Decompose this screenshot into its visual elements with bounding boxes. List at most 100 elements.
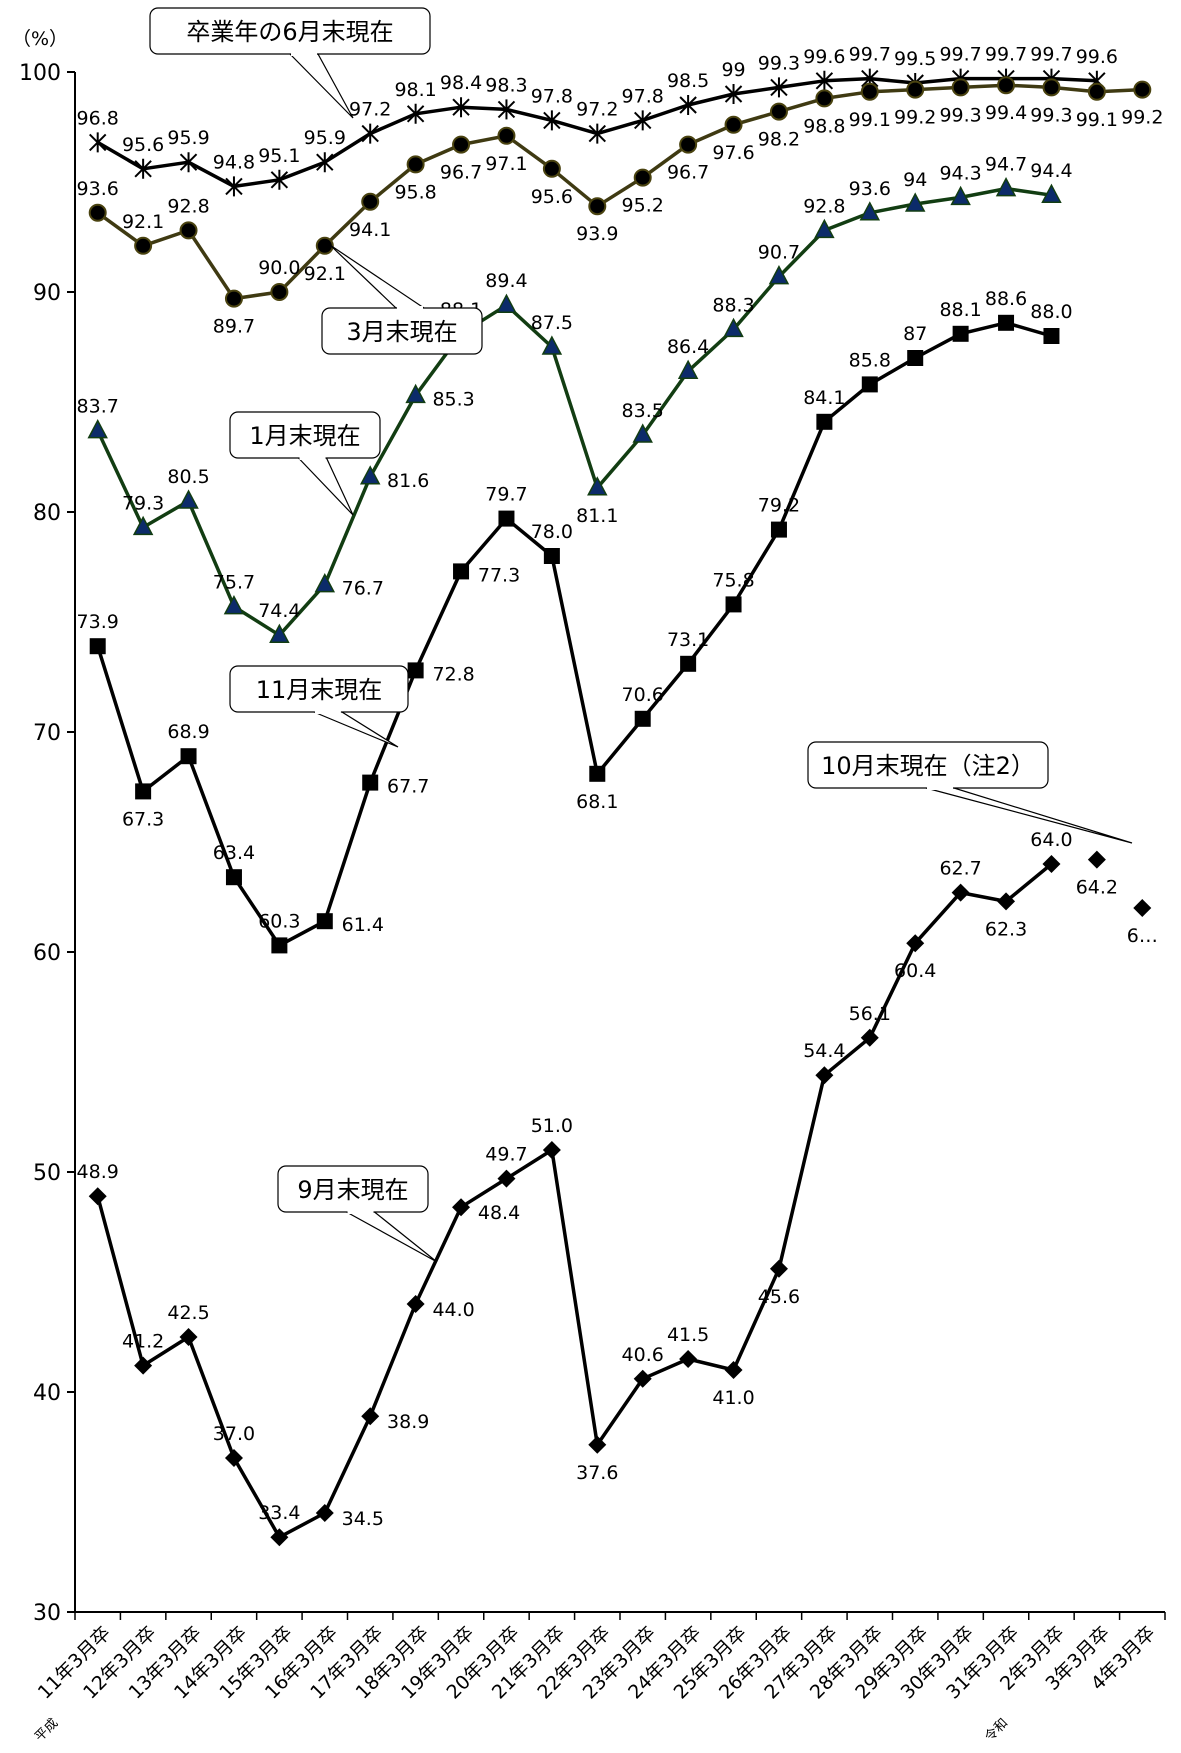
data-label: 96.7 bbox=[440, 162, 482, 184]
diamond-marker bbox=[769, 1259, 788, 1278]
square-marker bbox=[816, 413, 833, 430]
series-2 bbox=[87, 176, 1062, 643]
data-label: 68.1 bbox=[576, 791, 618, 813]
square-marker bbox=[634, 710, 651, 727]
callout-join bbox=[314, 710, 341, 714]
diamond-marker bbox=[1042, 855, 1061, 873]
data-label: 62.3 bbox=[985, 918, 1027, 940]
data-label: 34.5 bbox=[342, 1508, 384, 1530]
diamond-marker bbox=[497, 1169, 516, 1188]
callout-box bbox=[149, 7, 431, 55]
callout-label: 9月末現在 bbox=[297, 1176, 408, 1204]
asterisk-marker bbox=[543, 110, 561, 131]
data-label: 97.2 bbox=[349, 99, 391, 121]
data-label: 99.2 bbox=[894, 107, 936, 129]
diamond-marker bbox=[951, 883, 970, 902]
data-label: 99.1 bbox=[849, 109, 891, 131]
diamond-marker bbox=[270, 1528, 289, 1547]
square-marker bbox=[225, 869, 242, 886]
data-label: 99.5 bbox=[894, 48, 936, 70]
square-marker bbox=[407, 662, 424, 679]
data-label: 48.9 bbox=[77, 1161, 119, 1183]
diamond-marker bbox=[542, 1141, 561, 1159]
asterisk-marker bbox=[89, 132, 107, 153]
data-label: 76.7 bbox=[342, 578, 384, 600]
triangle-marker bbox=[587, 476, 608, 496]
circle-marker bbox=[452, 135, 471, 154]
diamond-marker bbox=[452, 1198, 471, 1217]
series-4 bbox=[88, 855, 1061, 1547]
data-label: 87 bbox=[903, 323, 927, 345]
series-3 bbox=[89, 314, 1060, 954]
data-label: 95.6 bbox=[531, 186, 573, 208]
circle-marker bbox=[769, 102, 788, 121]
square-marker bbox=[498, 510, 515, 527]
data-label: 96.7 bbox=[667, 162, 709, 184]
callout-1: 3月末現在 bbox=[321, 244, 483, 355]
data-label: 78.0 bbox=[531, 521, 573, 543]
callout-4: 9月末現在 bbox=[277, 1165, 438, 1263]
data-label: 98.2 bbox=[758, 129, 800, 151]
callout-label: 10月末現在（注2） bbox=[821, 752, 1035, 780]
circle-marker bbox=[860, 82, 879, 101]
triangle-marker bbox=[359, 465, 381, 485]
y-axis-unit-label: （%） bbox=[12, 28, 68, 50]
circle-marker bbox=[588, 197, 607, 216]
square-marker bbox=[907, 350, 924, 366]
asterisk-marker bbox=[452, 97, 470, 118]
diamond-marker bbox=[315, 1504, 334, 1522]
asterisk-marker bbox=[361, 123, 379, 144]
y-tick-label: 80 bbox=[33, 501, 61, 526]
data-label: 51.0 bbox=[531, 1115, 573, 1137]
data-label: 99.1 bbox=[1076, 109, 1118, 131]
callout-2: 1月末現在 bbox=[229, 411, 381, 516]
data-label: 94.1 bbox=[349, 219, 391, 241]
diamond-marker bbox=[361, 1407, 380, 1426]
series-5 bbox=[1087, 850, 1152, 917]
data-label: 92.1 bbox=[304, 263, 346, 285]
callout-0: 卒業年の6月末現在 bbox=[149, 7, 431, 119]
triangle-marker bbox=[814, 218, 835, 239]
data-label: 73.1 bbox=[667, 629, 709, 651]
data-label: 41.5 bbox=[667, 1324, 709, 1346]
data-label: 41.2 bbox=[122, 1331, 164, 1353]
data-label: 33.4 bbox=[258, 1502, 300, 1524]
data-label: 94.7 bbox=[985, 154, 1027, 176]
data-labels-layer: 96.895.6 95.994.8 95.195.997.298.1 98.4 98.3… bbox=[77, 44, 1164, 1530]
data-label: 98.5 bbox=[667, 70, 709, 92]
data-label: 54.4 bbox=[803, 1040, 845, 1062]
data-label: 99.3 bbox=[1030, 104, 1072, 126]
diamond-marker bbox=[906, 934, 925, 953]
callout-join bbox=[347, 1210, 374, 1214]
circle-marker bbox=[315, 236, 334, 255]
data-label: 98.8 bbox=[803, 115, 845, 137]
data-label: 99.4 bbox=[985, 102, 1027, 124]
data-label: 97.8 bbox=[622, 85, 664, 107]
data-label: 94.3 bbox=[939, 162, 981, 184]
data-label: 99.3 bbox=[939, 104, 981, 126]
data-label: 89.4 bbox=[485, 270, 527, 292]
data-label: 93.6 bbox=[77, 178, 119, 200]
data-label: 97.2 bbox=[576, 99, 618, 121]
data-label: 79.7 bbox=[485, 484, 527, 506]
data-label: 92.8 bbox=[167, 195, 209, 217]
data-label: 68.9 bbox=[167, 721, 209, 743]
diamond-marker bbox=[406, 1295, 425, 1313]
callout-5: 10月末現在（注2） bbox=[807, 741, 1133, 844]
data-label: 87.5 bbox=[531, 312, 573, 334]
data-label: 84.1 bbox=[803, 387, 845, 409]
data-label: 97.8 bbox=[531, 85, 573, 107]
triangle-marker bbox=[723, 317, 744, 338]
triangle-marker bbox=[995, 176, 1017, 197]
data-label: 56.1 bbox=[849, 1003, 891, 1025]
diamond-marker bbox=[860, 1028, 879, 1047]
data-label: 37.6 bbox=[576, 1462, 618, 1484]
diamond-marker bbox=[1087, 850, 1106, 869]
circle-marker bbox=[88, 203, 107, 222]
data-label: 72.8 bbox=[432, 663, 474, 685]
square-marker bbox=[680, 655, 697, 672]
diamond-marker bbox=[224, 1449, 243, 1467]
diamond-marker bbox=[997, 892, 1016, 911]
square-marker bbox=[543, 548, 560, 564]
data-label: 99.3 bbox=[758, 52, 800, 74]
